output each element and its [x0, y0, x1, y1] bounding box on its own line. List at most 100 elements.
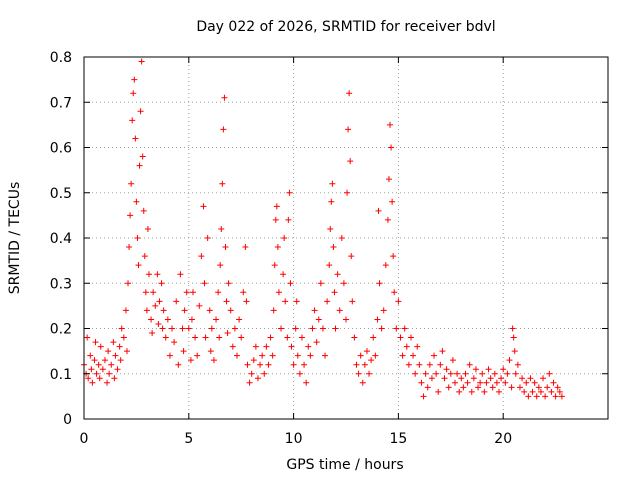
data-point: [340, 280, 347, 287]
data-point: [261, 370, 268, 377]
x-axis-label: GPS time / hours: [286, 457, 403, 473]
data-point: [84, 334, 91, 341]
x-tick-label: 0: [80, 431, 89, 447]
data-point: [313, 339, 320, 346]
data-point: [105, 348, 112, 355]
data-point: [506, 357, 513, 364]
data-point: [144, 225, 151, 232]
data-point: [106, 370, 113, 377]
data-point: [140, 207, 147, 214]
data-point: [185, 325, 192, 332]
data-point: [542, 393, 549, 400]
data-point: [285, 216, 292, 223]
data-point: [445, 384, 452, 391]
data-point: [220, 126, 227, 133]
data-point: [188, 316, 195, 323]
data-point: [477, 379, 484, 386]
x-tick-label: 10: [285, 431, 303, 447]
data-point: [385, 176, 392, 183]
data-point: [311, 307, 318, 314]
data-point: [303, 379, 310, 386]
data-point: [85, 375, 92, 382]
data-point: [136, 162, 143, 169]
y-tick-label: 0.6: [50, 141, 72, 157]
data-point: [204, 235, 211, 241]
data-point: [236, 316, 243, 323]
data-point: [267, 334, 274, 341]
data-point: [272, 216, 279, 223]
data-point: [447, 370, 454, 377]
data-point: [376, 280, 383, 287]
data-point: [294, 352, 301, 359]
data-point: [240, 289, 247, 296]
data-point: [130, 90, 137, 97]
data-point: [508, 384, 515, 391]
data-point: [116, 343, 123, 350]
data-point: [523, 379, 530, 386]
data-point: [479, 370, 486, 377]
data-point: [222, 244, 229, 251]
data-point: [175, 361, 182, 368]
data-point: [110, 339, 117, 346]
data-point: [287, 280, 294, 287]
data-point: [298, 334, 305, 341]
data-point: [464, 379, 471, 386]
data-point: [290, 361, 297, 368]
data-point: [317, 280, 324, 287]
data-point: [527, 375, 534, 382]
data-point: [332, 325, 339, 332]
data-point: [433, 370, 440, 377]
data-point: [87, 352, 94, 359]
data-point: [92, 339, 99, 346]
data-point: [112, 352, 119, 359]
data-point: [250, 357, 257, 364]
data-point: [533, 393, 540, 400]
data-point: [198, 253, 205, 260]
data-point: [278, 325, 285, 332]
data-point: [162, 334, 169, 341]
data-point: [132, 135, 139, 142]
data-point: [368, 357, 375, 364]
data-point: [324, 298, 331, 305]
data-point: [375, 207, 382, 214]
data-point: [540, 375, 547, 382]
y-tick-label: 0.3: [50, 276, 72, 292]
data-point: [521, 388, 528, 395]
data-point: [270, 307, 277, 314]
y-tick-label: 0.4: [50, 231, 72, 247]
data-point: [525, 393, 532, 400]
data-point: [315, 316, 322, 323]
data-point: [443, 366, 450, 373]
data-point: [131, 76, 138, 83]
data-point: [142, 289, 149, 296]
data-point: [123, 348, 130, 355]
data-point: [269, 352, 276, 359]
data-point: [200, 203, 207, 210]
data-point: [338, 235, 345, 241]
data-point: [472, 366, 479, 373]
data-point: [305, 343, 312, 350]
data-point: [160, 307, 167, 314]
data-point: [246, 379, 253, 386]
data-point: [96, 375, 103, 382]
data-point: [122, 307, 129, 314]
y-tick-label: 0.2: [50, 322, 72, 338]
data-point: [428, 375, 435, 382]
data-point: [437, 361, 444, 368]
data-point: [192, 334, 199, 341]
data-point: [405, 361, 412, 368]
plot-border: [83, 56, 609, 420]
data-point: [510, 334, 517, 341]
y-tick-label: 0.1: [50, 367, 72, 383]
data-point: [344, 189, 351, 196]
data-point: [275, 289, 282, 296]
data-point: [384, 216, 391, 223]
data-point: [382, 262, 389, 269]
data-point: [412, 370, 419, 377]
data-point: [183, 289, 190, 296]
data-point: [118, 325, 125, 332]
chart-title: Day 022 of 2026, SRMTID for receiver bdv…: [196, 19, 495, 35]
data-point: [504, 370, 511, 377]
data-point: [293, 298, 300, 305]
data-point: [271, 262, 278, 269]
